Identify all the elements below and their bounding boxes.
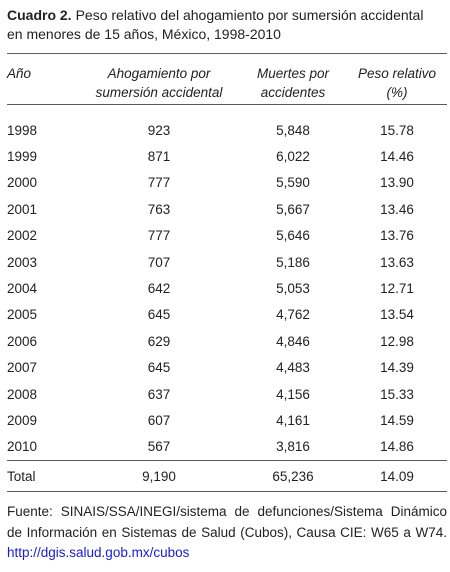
cell-peso: 15.78 xyxy=(380,122,414,138)
cell-year: 2010 xyxy=(7,439,38,455)
cell-ahogamiento: 777 xyxy=(147,175,171,191)
cell-year: 2007 xyxy=(7,360,38,376)
cell-ahogamiento: 763 xyxy=(147,201,171,217)
cell-peso: 12.71 xyxy=(380,281,414,297)
cell-muertes: 5,053 xyxy=(276,281,310,297)
header-muertes: Muertes por accidentes xyxy=(239,54,347,105)
header-muertes-line-1: Muertes por xyxy=(256,66,330,81)
cell-ahogamiento: 645 xyxy=(147,360,171,376)
table-row: 2006 629 4,846 12.98 xyxy=(7,328,447,354)
total-muertes: 65,236 xyxy=(239,460,347,493)
cell-year: 2008 xyxy=(7,386,38,402)
table-row: 2009 607 4,161 14.59 xyxy=(7,407,447,433)
header-spacer xyxy=(7,104,447,117)
cell-year: 2003 xyxy=(7,254,38,270)
header-bottom-rule xyxy=(7,104,447,117)
header-year-label: Año xyxy=(7,66,32,81)
source-text: Fuente: SINAIS/SSA/INEGI/sistema de defu… xyxy=(7,504,447,540)
table-row: 1999 871 6,022 14.46 xyxy=(7,143,447,169)
table-row: 2007 645 4,483 14.39 xyxy=(7,355,447,381)
header-year: Año xyxy=(7,54,79,105)
document-page: Cuadro 2. Peso relativo del ahogamiento p… xyxy=(7,0,447,564)
header-ahogamiento-line-2: sumersión accidental xyxy=(95,85,223,100)
cell-year: 1998 xyxy=(7,122,38,138)
table-header: Año Ahogamiento por sumersión accidental… xyxy=(7,54,447,105)
table-row: 2008 637 4,156 15.33 xyxy=(7,381,447,407)
cell-muertes: 5,186 xyxy=(276,254,310,270)
cell-ahogamiento: 645 xyxy=(147,307,171,323)
cell-peso: 13.76 xyxy=(380,228,414,244)
cell-year: 2004 xyxy=(7,281,38,297)
cell-ahogamiento: 777 xyxy=(147,228,171,244)
table-row: 2000 777 5,590 13.90 xyxy=(7,170,447,196)
cell-ahogamiento: 567 xyxy=(147,439,171,455)
caption-line-2: en menores de 15 años, México, 1998-2010 xyxy=(7,26,281,42)
table-row: 2010 567 3,816 14.86 xyxy=(7,434,447,461)
table-top-rule xyxy=(7,53,447,54)
cell-peso: 14.59 xyxy=(380,412,414,428)
cell-year: 2002 xyxy=(7,228,38,244)
cell-ahogamiento: 607 xyxy=(147,412,171,428)
cell-muertes: 4,762 xyxy=(276,307,310,323)
cell-muertes: 4,483 xyxy=(276,360,310,376)
cell-year: 2009 xyxy=(7,412,38,428)
cell-muertes: 3,816 xyxy=(276,439,310,455)
cell-muertes: 5,848 xyxy=(276,122,310,138)
total-ahogamiento: 9,190 xyxy=(79,460,239,493)
table-body: 1998 923 5,848 15.78 1999 871 6,022 14.46 2000… xyxy=(7,104,447,493)
source-note: Fuente: SINAIS/SSA/INEGI/sistema de defu… xyxy=(7,502,447,564)
data-table: Año Ahogamiento por sumersión accidental… xyxy=(7,54,447,493)
cell-muertes: 4,156 xyxy=(276,386,310,402)
table-row: 2005 645 4,762 13.54 xyxy=(7,302,447,328)
table-row: 1998 923 5,848 15.78 xyxy=(7,117,447,143)
table-row: 2004 642 5,053 12.71 xyxy=(7,275,447,301)
cell-peso: 13.90 xyxy=(380,175,414,191)
cell-year: 2000 xyxy=(7,175,38,191)
header-peso-relativo: Peso relativo (%) xyxy=(347,54,447,105)
cell-ahogamiento: 923 xyxy=(147,122,171,138)
cell-year: 1999 xyxy=(7,149,38,165)
cell-muertes: 4,161 xyxy=(276,412,310,428)
table-row: 2001 763 5,667 13.46 xyxy=(7,196,447,222)
cell-peso: 13.63 xyxy=(380,254,414,270)
cell-muertes: 5,667 xyxy=(276,201,310,217)
table-row: 2002 777 5,646 13.76 xyxy=(7,223,447,249)
table-caption: Cuadro 2. Peso relativo del ahogamiento p… xyxy=(7,6,447,44)
table-row: 2003 707 5,186 13.63 xyxy=(7,249,447,275)
cell-year: 2006 xyxy=(7,333,38,349)
cell-ahogamiento: 871 xyxy=(147,149,171,165)
cell-ahogamiento: 629 xyxy=(147,333,171,349)
caption-label: Cuadro 2. xyxy=(7,7,72,23)
cell-muertes: 5,590 xyxy=(276,175,310,191)
cell-year: 2001 xyxy=(7,201,38,217)
header-row: Año Ahogamiento por sumersión accidental… xyxy=(7,54,447,105)
cell-ahogamiento: 642 xyxy=(147,281,171,297)
cell-year: 2005 xyxy=(7,307,38,323)
cell-muertes: 5,646 xyxy=(276,228,310,244)
header-ahogamiento: Ahogamiento por sumersión accidental xyxy=(79,54,239,105)
cell-muertes: 6,022 xyxy=(276,149,310,165)
header-peso-line-2: (%) xyxy=(386,85,408,100)
cell-peso: 14.46 xyxy=(380,149,414,165)
total-row: Total 9,190 65,236 14.09 xyxy=(7,460,447,493)
cell-muertes: 4,846 xyxy=(276,333,310,349)
total-label: Total xyxy=(7,460,79,493)
caption-line-1: Cuadro 2. Peso relativo del ahogamiento p… xyxy=(7,6,447,25)
caption-title-part-1: Peso relativo del ahogamiento por sumers… xyxy=(75,7,424,23)
cell-peso: 15.33 xyxy=(380,386,414,402)
header-muertes-line-2: accidentes xyxy=(260,85,326,100)
cell-ahogamiento: 637 xyxy=(147,386,171,402)
cell-peso: 13.46 xyxy=(380,201,414,217)
total-peso: 14.09 xyxy=(347,460,447,493)
header-ahogamiento-line-1: Ahogamiento por xyxy=(107,66,211,81)
cell-peso: 14.39 xyxy=(380,360,414,376)
cell-ahogamiento: 707 xyxy=(147,254,171,270)
source-link[interactable]: http://dgis.salud.gob.mx/cubos xyxy=(7,545,190,561)
header-peso-line-1: Peso relativo xyxy=(357,66,437,81)
cell-peso: 14.86 xyxy=(380,439,414,455)
cell-peso: 13.54 xyxy=(380,307,414,323)
cell-peso: 12.98 xyxy=(380,333,414,349)
